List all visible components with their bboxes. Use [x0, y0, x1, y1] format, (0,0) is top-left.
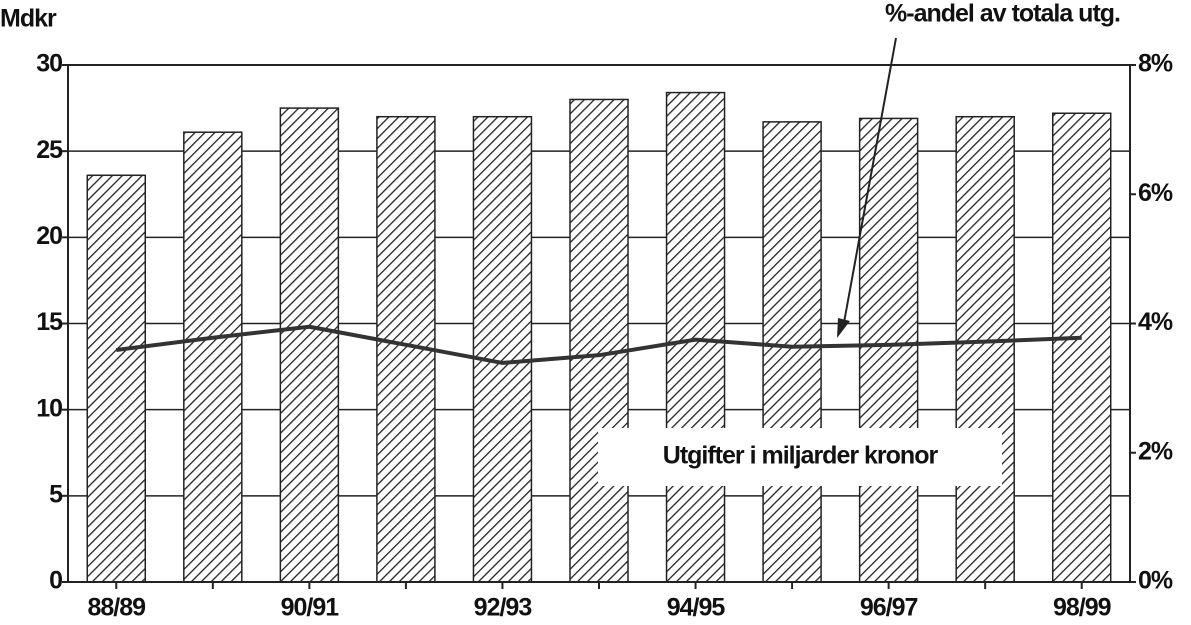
y-tick-label: 10 — [36, 394, 62, 422]
arrow-head — [837, 318, 850, 338]
y2-tick-label: 4% — [1138, 308, 1173, 336]
y-tick-label: 15 — [36, 308, 63, 336]
x-tick-label: 96/97 — [860, 594, 918, 622]
y2-tick-label: 2% — [1138, 437, 1173, 465]
y-tick-label: 30 — [36, 50, 62, 78]
y-tick-label: 20 — [36, 222, 62, 250]
bar — [279, 107, 340, 583]
y-tick-label: 25 — [36, 136, 63, 164]
y-tick-label: 0 — [49, 567, 62, 595]
x-tick-label: 88/89 — [87, 594, 145, 622]
y-axis-label: Mdkr — [0, 5, 57, 33]
x-tick-label: 90/91 — [281, 594, 340, 622]
bar — [665, 91, 726, 583]
y2-tick-label: 6% — [1138, 179, 1173, 207]
bar — [858, 117, 919, 583]
bar — [569, 98, 629, 583]
bar — [762, 121, 822, 583]
x-tick-label: 98/99 — [1053, 594, 1111, 622]
annotation: Utgifter i miljarder kronor — [663, 442, 939, 470]
line — [116, 324, 1082, 365]
y-tick-label: 5 — [49, 480, 63, 508]
bar — [1051, 112, 1112, 583]
y2-tick-label: 8% — [1138, 50, 1173, 78]
bar — [955, 115, 1015, 583]
arrow — [842, 37, 897, 329]
y2-tick-label: 0% — [1138, 567, 1173, 595]
bar — [472, 115, 533, 583]
label-box — [598, 428, 1002, 486]
bar — [86, 174, 147, 583]
plot-frame — [67, 64, 1131, 583]
x-tick-label: 92/93 — [474, 594, 532, 622]
bar — [183, 131, 243, 583]
annotation: %-andel av totala utg. — [885, 0, 1120, 28]
x-tick-label: 94/95 — [667, 594, 726, 622]
